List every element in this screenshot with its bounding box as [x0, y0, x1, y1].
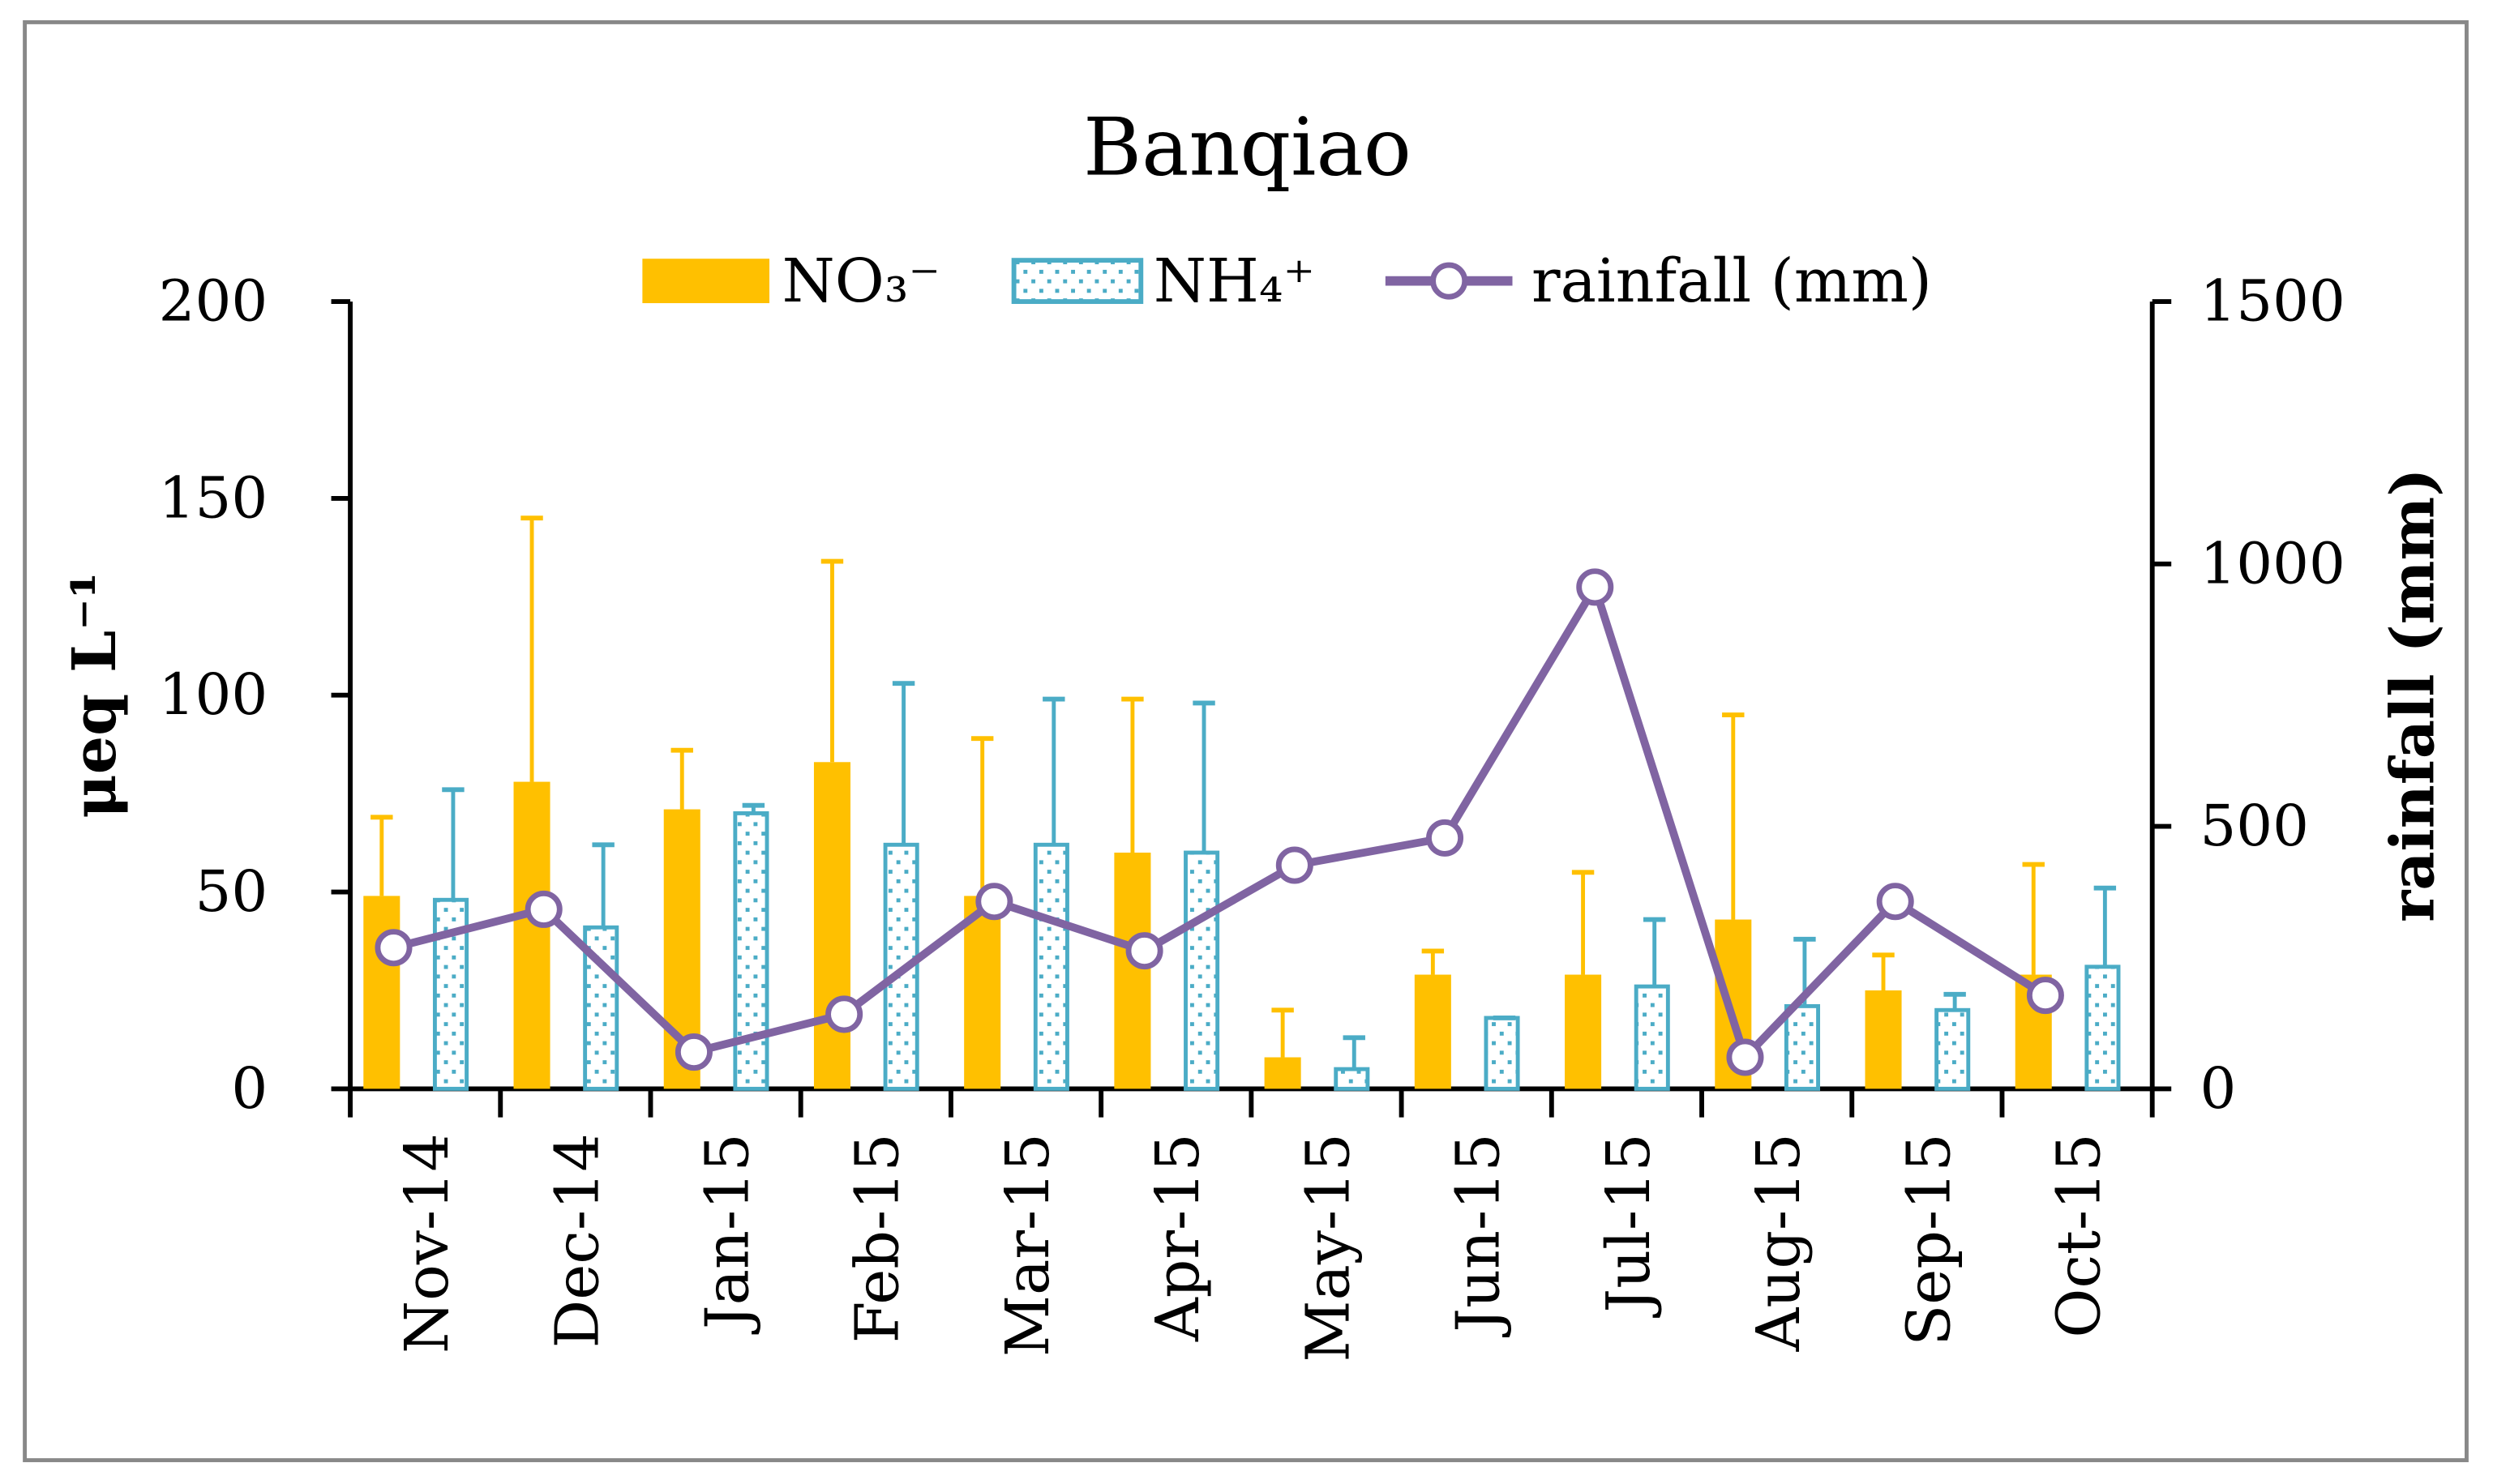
y-tick-label: 150 — [159, 464, 268, 531]
bar-no3 — [1264, 1057, 1301, 1089]
legend-label-nh4: NH₄⁺ — [1154, 246, 1315, 316]
bar-nh4 — [2084, 964, 2121, 1091]
rainfall-point — [1125, 932, 1163, 970]
y-axis-label: μeq L⁻¹ — [58, 572, 130, 819]
x-tick-label: Apr-15 — [1142, 1133, 1213, 1342]
legend: NO₃⁻ NH₄⁺ rainfall (mm) — [642, 246, 1932, 316]
bar-no3 — [1865, 990, 1902, 1089]
x-tick-label: Nov-14 — [392, 1133, 462, 1354]
legend-marker-rainfall — [1430, 262, 1468, 300]
bar-no3 — [813, 762, 850, 1089]
bar-no3 — [1565, 974, 1602, 1089]
x-tick-label: Sep-15 — [1893, 1133, 1964, 1345]
x-tick-label: Oct-15 — [2044, 1133, 2114, 1337]
x-tick-label: Jan-15 — [692, 1133, 763, 1335]
rainfall-point — [675, 1033, 713, 1071]
y-tick-label: 0 — [231, 1055, 268, 1122]
legend-swatch-no3 — [642, 259, 770, 304]
chart-frame — [23, 19, 2469, 1463]
bar-nh4 — [1634, 984, 1670, 1091]
chart-title: Banqiao — [1083, 101, 1411, 194]
y-tick-label: 50 — [195, 858, 268, 925]
rainfall-point — [375, 929, 413, 967]
rainfall-point — [1726, 1038, 1764, 1076]
rainfall-point — [525, 890, 563, 928]
bar-no3 — [1414, 974, 1451, 1089]
bar-no3 — [964, 896, 1001, 1089]
rainfall-point — [825, 995, 863, 1033]
y-tick-label: 200 — [159, 268, 268, 335]
y2-tick-label: 1500 — [2200, 268, 2345, 335]
bar-nh4 — [1334, 1067, 1370, 1091]
x-tick-label: Feb-15 — [842, 1133, 913, 1343]
x-tick-label: Aug-15 — [1743, 1133, 1814, 1352]
legend-swatch-nh4 — [1011, 258, 1144, 305]
x-tick-label: May-15 — [1292, 1133, 1363, 1362]
bar-nh4 — [1184, 850, 1220, 1091]
bar-no3 — [363, 896, 401, 1089]
rainfall-point — [1876, 883, 1914, 921]
rainfall-point — [1426, 819, 1464, 857]
x-tick-label: Jun-15 — [1443, 1133, 1514, 1338]
y-tick-label: 100 — [159, 661, 268, 728]
legend-label-no3: NO₃⁻ — [782, 246, 940, 316]
x-tick-label: Jul-15 — [1593, 1133, 1664, 1318]
y2-tick-label: 0 — [2200, 1055, 2236, 1122]
x-tick-label: Dec-14 — [542, 1133, 612, 1348]
rainfall-line — [392, 577, 2048, 1065]
rainfall-point — [2026, 977, 2064, 1015]
y2-tick-label: 1000 — [2200, 530, 2345, 597]
y2-axis-label: rainfall (mm) — [2376, 468, 2448, 922]
bar-no3 — [513, 781, 550, 1089]
legend-label-rainfall: rainfall (mm) — [1531, 246, 1932, 316]
bar-nh4 — [1033, 842, 1069, 1091]
x-tick-label: Mar-15 — [992, 1133, 1063, 1357]
bar-nh4 — [1934, 1007, 1971, 1091]
bar-no3 — [1114, 852, 1151, 1089]
y2-tick-label: 500 — [2200, 793, 2309, 859]
rainfall-point — [1275, 846, 1313, 884]
rainfall-point — [975, 883, 1013, 921]
bar-nh4 — [733, 810, 769, 1091]
bar-nh4 — [1484, 1016, 1520, 1091]
rainfall-point — [1576, 568, 1614, 606]
bar-nh4 — [1784, 1003, 1821, 1091]
